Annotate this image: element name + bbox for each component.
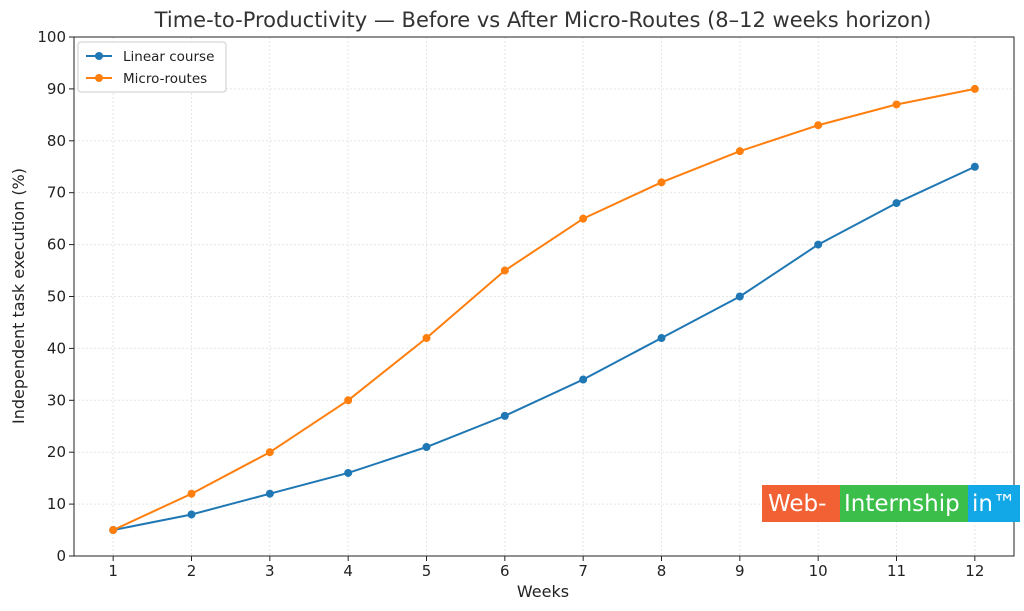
y-tick-label: 10 bbox=[47, 495, 66, 513]
point-linear-course bbox=[892, 199, 901, 208]
x-tick-label: 3 bbox=[265, 562, 275, 580]
y-tick-label: 40 bbox=[47, 339, 66, 357]
point-linear-course bbox=[814, 240, 823, 249]
legend-marker-linear-course bbox=[95, 52, 103, 60]
y-tick-label: 100 bbox=[37, 28, 66, 46]
point-linear-course bbox=[735, 292, 744, 301]
point-micro-routes bbox=[500, 266, 509, 275]
plot-frame bbox=[73, 36, 1015, 557]
legend-label-linear-course: Linear course bbox=[123, 49, 214, 65]
x-tick-label: 1 bbox=[108, 562, 118, 580]
y-tick-label: 20 bbox=[47, 443, 66, 461]
logo-part-in: in™ bbox=[968, 485, 1020, 522]
y-tick-label: 50 bbox=[47, 288, 66, 306]
grid bbox=[74, 36, 1014, 557]
x-tick-label: 8 bbox=[657, 562, 667, 580]
point-micro-routes bbox=[265, 448, 274, 457]
point-linear-course bbox=[500, 411, 509, 420]
x-tick-label: 6 bbox=[500, 562, 510, 580]
y-tick-label: 0 bbox=[56, 547, 66, 565]
y-tick-label: 70 bbox=[47, 184, 66, 202]
point-linear-course bbox=[422, 443, 431, 452]
point-linear-course bbox=[265, 489, 274, 498]
x-tick-label: 12 bbox=[965, 562, 984, 580]
series-group bbox=[109, 84, 979, 535]
y-tick-label: 80 bbox=[47, 132, 66, 150]
point-micro-routes bbox=[735, 147, 744, 156]
y-tick-label: 60 bbox=[47, 236, 66, 254]
point-linear-course bbox=[579, 375, 588, 384]
x-tick-label: 5 bbox=[422, 562, 432, 580]
point-linear-course bbox=[970, 162, 979, 171]
point-micro-routes bbox=[657, 178, 666, 187]
point-micro-routes bbox=[344, 396, 353, 405]
x-tick-label: 7 bbox=[578, 562, 588, 580]
y-axis-label: Independent task execution (%) bbox=[9, 168, 28, 424]
logo-part-web: Web- bbox=[762, 485, 840, 522]
point-linear-course bbox=[187, 510, 196, 519]
x-tick-label: 10 bbox=[809, 562, 828, 580]
legend-label-micro-routes: Micro-routes bbox=[123, 71, 207, 87]
x-axis-label: Weeks bbox=[517, 582, 569, 601]
x-tick-label: 4 bbox=[343, 562, 353, 580]
point-linear-course bbox=[344, 468, 353, 477]
legend-box bbox=[77, 41, 227, 93]
point-micro-routes bbox=[579, 214, 588, 223]
x-tick-label: 2 bbox=[187, 562, 197, 580]
chart-title: Time-to-Productivity — Before vs After M… bbox=[154, 8, 932, 32]
y-tick-label: 30 bbox=[47, 391, 66, 409]
web-internship-logo: Web- Internship in™ bbox=[762, 485, 1020, 522]
point-linear-course bbox=[657, 334, 666, 343]
series-line-linear-course bbox=[112, 165, 976, 532]
point-micro-routes bbox=[892, 100, 901, 109]
x-tick-label: 9 bbox=[735, 562, 745, 580]
series-line-micro-routes bbox=[112, 87, 976, 531]
legend-marker-micro-routes bbox=[95, 74, 103, 82]
logo-part-internship: Internship bbox=[840, 485, 968, 522]
x-tick-label: 11 bbox=[887, 562, 906, 580]
point-micro-routes bbox=[422, 334, 431, 343]
y-tick-label: 90 bbox=[47, 80, 66, 98]
legend: Linear course Micro-routes bbox=[77, 41, 227, 93]
point-micro-routes bbox=[970, 84, 979, 93]
point-micro-routes bbox=[109, 526, 118, 535]
point-micro-routes bbox=[187, 489, 196, 498]
point-micro-routes bbox=[814, 121, 823, 130]
